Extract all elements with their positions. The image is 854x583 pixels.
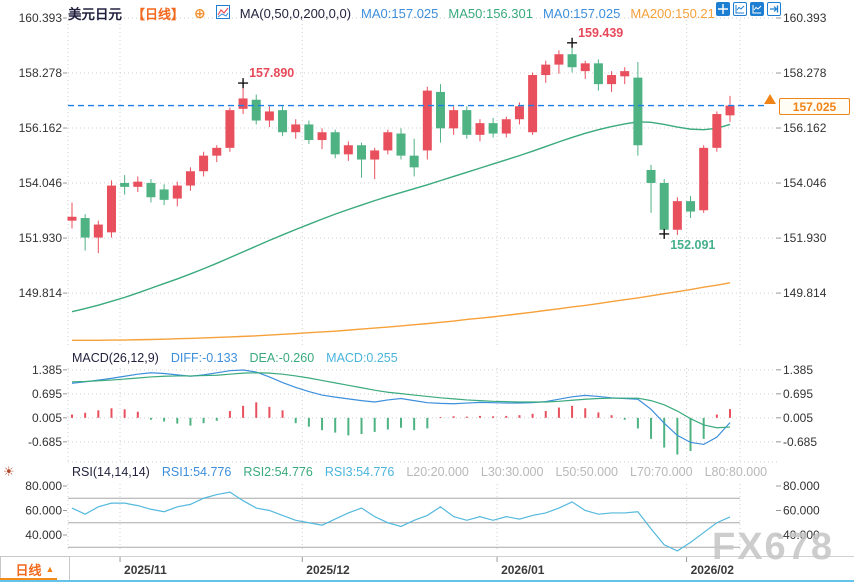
macd-dea-value: DEA:-0.260 [249, 351, 315, 365]
rsi-level-30: L30:30.000 [480, 465, 544, 479]
ma0-value: MA0:157.025 [361, 5, 439, 21]
main-header: 美元日元 【日线】 ⊕ MA(0,50,0,200,0,0) MA0:157.0… [68, 3, 715, 23]
rsi-level-80: L80:80.000 [704, 465, 768, 479]
rsi-level-70: L70:70.000 [630, 465, 693, 479]
macd-panel [71, 369, 731, 455]
ma-lines [71, 121, 731, 341]
symbol-title: 美元日元 [68, 7, 122, 22]
axis-label: 149.814 [783, 286, 827, 300]
window-bottom-accent [0, 580, 854, 582]
axis-label: -0.685 [28, 435, 62, 449]
rsi-header: RSI(14,14,14) RSI1:54.776 RSI2:54.776 RS… [72, 465, 767, 479]
axis-label: 149.814 [19, 286, 63, 300]
ma-settings-label: MA(0,50,0,200,0,0) [239, 5, 352, 21]
rsi-label: RSI(14,14,14) [72, 465, 150, 479]
chart-panel-icon[interactable] [750, 2, 764, 16]
ma50-value: MA50:156.301 [448, 5, 533, 21]
timeline-border [68, 556, 854, 557]
axis-label: 40.000 [25, 528, 62, 542]
annotation-152.091: 152.091 [670, 238, 715, 252]
axis-label: 154.046 [783, 176, 827, 190]
period-tab-daily[interactable]: 日线 ▲ [0, 556, 70, 582]
rsi-level-20: L20:20.000 [406, 465, 469, 479]
axis-label: 0.005 [783, 411, 813, 425]
macd-diff-value: DIFF:-0.133 [170, 351, 238, 365]
period-tab-underline [0, 578, 57, 581]
rsi2-value: RSI2:54.776 [243, 465, 313, 479]
candles [67, 42, 735, 254]
last-price-line [68, 94, 776, 107]
axis-label: 1.385 [783, 363, 813, 377]
timeline-label: 2026/01 [501, 563, 545, 577]
axis-label: 1.385 [32, 363, 62, 377]
axis-label: 156.162 [19, 121, 63, 135]
add-indicator-icon[interactable]: ⊕ [194, 5, 206, 21]
macd-label: MACD(26,12,9) [72, 351, 159, 365]
axis-label: 80.000 [783, 479, 820, 493]
axis-label: 151.930 [783, 231, 827, 245]
rsi1-value: RSI1:54.776 [161, 465, 232, 479]
chart-style-icon[interactable] [215, 4, 230, 22]
ma0-value-2: MA0:157.025 [542, 5, 621, 21]
timeline-label: 2025/11 [124, 563, 167, 577]
indicator-settings-icon[interactable]: ☀ [3, 464, 15, 479]
ma200-value: MA200:150.21 [630, 5, 715, 21]
price-annotations: 157.890 159.439 152.091 [238, 26, 715, 252]
axis-label: 151.930 [19, 231, 63, 245]
axis-label: 158.278 [783, 66, 827, 80]
axis-label: -0.685 [783, 435, 817, 449]
rsi-level-50: L50:50.000 [555, 465, 619, 479]
current-price-tag: 157.025 [779, 98, 850, 115]
axis-label: 0.695 [32, 387, 62, 401]
axis-label: 60.000 [783, 504, 820, 518]
axis-label: 160.393 [783, 11, 827, 25]
axis-label: 156.162 [783, 121, 827, 135]
gridlines [67, 17, 778, 552]
axis-label: 40.000 [783, 528, 820, 542]
axis-label: 154.046 [19, 176, 63, 190]
axis-labels: 160.393 160.393 158.278 158.278 156.162 156.1… [19, 11, 827, 542]
rsi-panel [71, 491, 731, 552]
axis-label: 0.005 [32, 411, 62, 425]
chart-axes-icon[interactable] [733, 2, 747, 16]
period-tab-label: 日线 [15, 562, 42, 578]
axis-label: 60.000 [25, 504, 62, 518]
timeline-label: 2026/02 [691, 563, 735, 577]
macd-macd-value: MACD:0.255 [326, 351, 398, 365]
axis-label: 0.695 [783, 387, 813, 401]
chevron-up-icon: ▲ [45, 564, 55, 574]
macd-header: MACD(26,12,9) DIFF:-0.133 DEA:-0.260 MAC… [72, 351, 398, 365]
annotation-159.439: 159.439 [578, 26, 623, 40]
annotation-157.890: 157.890 [249, 66, 294, 80]
axis-label: 160.393 [19, 11, 63, 25]
timeline: 2025/11 2025/12 2026/01 2026/02 [119, 557, 735, 577]
crosshair-icon[interactable] [716, 2, 730, 16]
timeline-label: 2025/12 [306, 563, 350, 577]
period-tag: 【日线】 [132, 6, 185, 22]
axis-label: 158.278 [19, 66, 63, 80]
axis-label: 80.000 [25, 479, 62, 493]
rsi3-value: RSI3:54.776 [324, 465, 395, 479]
chart-toolbar [716, 2, 781, 16]
page-forward-icon[interactable] [767, 2, 781, 16]
